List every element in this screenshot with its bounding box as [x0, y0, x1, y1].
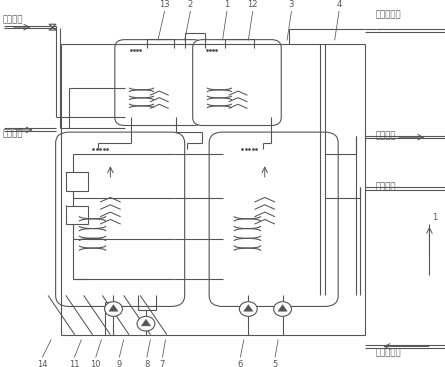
- Text: 冷水入口: 冷水入口: [376, 183, 396, 192]
- Text: 8: 8: [144, 360, 150, 367]
- Text: 3: 3: [289, 0, 294, 9]
- Text: 13: 13: [159, 0, 170, 9]
- Text: 12: 12: [247, 0, 258, 9]
- Bar: [66, 172, 88, 191]
- Text: 热水入口: 热水入口: [2, 130, 23, 138]
- Text: 7: 7: [160, 360, 165, 367]
- Text: 11: 11: [69, 360, 80, 367]
- Text: 热水出口: 热水出口: [2, 16, 23, 25]
- Text: 9: 9: [117, 360, 122, 367]
- Polygon shape: [142, 319, 150, 326]
- Polygon shape: [109, 305, 118, 311]
- Circle shape: [137, 316, 155, 331]
- Circle shape: [239, 302, 257, 316]
- FancyBboxPatch shape: [193, 40, 281, 126]
- Circle shape: [274, 302, 291, 316]
- Polygon shape: [244, 305, 253, 311]
- Text: 5: 5: [272, 360, 278, 367]
- FancyBboxPatch shape: [56, 132, 185, 306]
- Text: 冷水出口: 冷水出口: [376, 131, 396, 140]
- Text: 1: 1: [224, 0, 230, 9]
- FancyBboxPatch shape: [209, 132, 338, 306]
- FancyBboxPatch shape: [115, 40, 203, 126]
- Text: 4: 4: [336, 0, 342, 9]
- Text: 2: 2: [188, 0, 193, 9]
- Text: 冷却水出口: 冷却水出口: [376, 10, 402, 19]
- Circle shape: [105, 302, 122, 316]
- Text: 14: 14: [37, 360, 48, 367]
- Polygon shape: [278, 305, 287, 311]
- Bar: [66, 206, 88, 224]
- Text: 1: 1: [432, 213, 437, 222]
- Text: 10: 10: [90, 360, 101, 367]
- Text: 冷却水入口: 冷却水入口: [376, 349, 402, 357]
- Text: 6: 6: [238, 360, 243, 367]
